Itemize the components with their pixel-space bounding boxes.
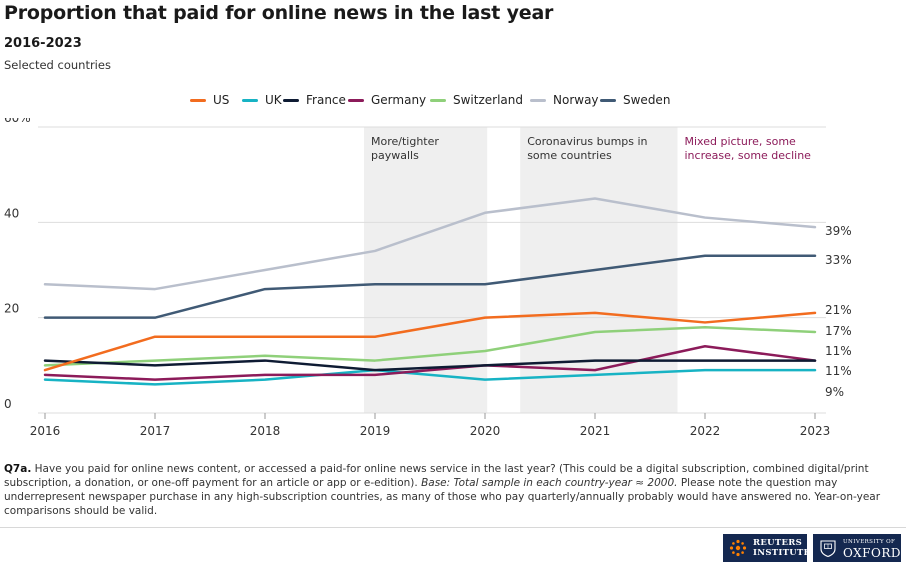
- reuters-institute-logo: REUTERS INSTITUTE: [723, 534, 811, 562]
- legend-item-uk: UK: [242, 91, 282, 109]
- x-tick-label: 2020: [470, 424, 501, 438]
- end-label-france: 11%: [825, 364, 852, 378]
- footer-divider: [0, 527, 906, 528]
- end-label-germany: 11%: [825, 344, 852, 358]
- annotation-text: some countries: [527, 149, 612, 162]
- annotation-text: paywalls: [371, 149, 419, 162]
- annotation-text: Mixed picture, some: [685, 135, 797, 148]
- legend-item-germany: Germany: [348, 91, 426, 109]
- legend-item-france: France: [283, 91, 346, 109]
- annotation-text: Coronavirus bumps in: [527, 135, 647, 148]
- chart-note: Selected countries: [4, 58, 111, 72]
- x-tick-label: 2019: [360, 424, 391, 438]
- series-line-germany: [43, 345, 817, 381]
- legend-label: Switzerland: [453, 93, 523, 107]
- legend-swatch: [348, 98, 364, 102]
- oxford-logo-big: OXFORD: [843, 545, 901, 560]
- footnote-question: Have you paid for online news content, o…: [4, 463, 869, 489]
- footnote-base: Base: Total sample in each country-year …: [421, 477, 678, 489]
- legend-item-us: US: [190, 91, 229, 109]
- legend-item-norway: Norway: [530, 91, 599, 109]
- series-line-switzerland: [43, 325, 817, 367]
- footnote-caveat: Please note the question may underrepres…: [4, 477, 881, 517]
- legend-item-switzerland: Switzerland: [430, 91, 523, 109]
- end-label-us: 21%: [825, 303, 852, 317]
- reuters-dots-icon: [729, 539, 747, 557]
- footnote: Q7a. Have you paid for online news conte…: [4, 462, 884, 518]
- x-tick-label: 2017: [140, 424, 171, 438]
- end-label-norway: 39%: [825, 224, 852, 238]
- chart-subtitle: 2016-2023: [4, 36, 82, 51]
- series-line-sweden: [43, 254, 817, 319]
- y-tick-label: 40: [4, 206, 19, 220]
- end-label-switzerland: 17%: [825, 324, 852, 338]
- legend-label: Germany: [371, 93, 427, 107]
- x-tick-label: 2023: [800, 424, 831, 438]
- reuters-logo-line1: REUTERS: [753, 538, 803, 548]
- oxford-logo: UNIVERSITY OF OXFORD: [813, 534, 901, 562]
- x-tick-label: 2022: [690, 424, 721, 438]
- series-line-us: [43, 311, 817, 372]
- series-line-norway: [43, 197, 817, 291]
- x-tick-label: 2018: [250, 424, 281, 438]
- line-chart: 0 20 40 60% 2016 2017 2018 2019 2020 2021 2022 2023…: [4, 118, 852, 438]
- legend-swatch: [283, 98, 299, 102]
- y-tick-label: 20: [4, 302, 19, 316]
- chart-legend: US UK France Germany Switzerland Norway Sweden: [0, 91, 906, 109]
- series-line-france: [43, 359, 817, 372]
- oxford-crest-icon: [820, 540, 836, 558]
- legend-swatch: [600, 98, 616, 102]
- end-label-sweden: 33%: [825, 253, 852, 267]
- legend-swatch: [530, 98, 546, 102]
- x-tick-label: 2021: [580, 424, 611, 438]
- annotation-text: More/tighter: [371, 135, 439, 148]
- oxford-logo-small: UNIVERSITY OF: [843, 538, 896, 545]
- legend-item-sweden: Sweden: [600, 91, 670, 109]
- end-label-uk: 9%: [825, 385, 844, 399]
- y-tick-label: 60%: [4, 118, 31, 125]
- y-tick-label: 0: [4, 397, 12, 411]
- legend-label: Norway: [553, 93, 599, 107]
- footnote-label: Q7a.: [4, 463, 32, 475]
- annotation-text: increase, some decline: [685, 149, 812, 162]
- x-tick-label: 2016: [30, 424, 61, 438]
- legend-label: US: [213, 93, 230, 107]
- legend-swatch: [242, 98, 258, 102]
- legend-label: UK: [265, 93, 282, 107]
- reuters-logo-line2: INSTITUTE: [753, 548, 811, 558]
- legend-swatch: [190, 98, 206, 102]
- series-line-uk: [43, 368, 817, 386]
- legend-swatch: [430, 98, 446, 102]
- legend-label: Sweden: [623, 93, 671, 107]
- legend-label: France: [306, 93, 346, 107]
- chart-title: Proportion that paid for online news in …: [4, 2, 554, 24]
